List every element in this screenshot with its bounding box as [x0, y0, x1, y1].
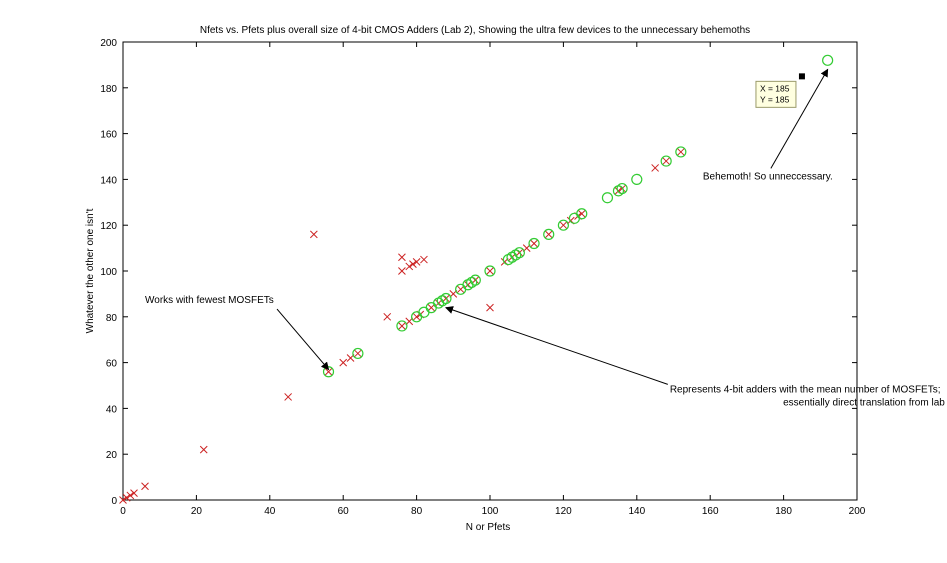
data-point-x	[354, 349, 362, 358]
data-point-circle	[502, 253, 514, 266]
x-tick-label: 160	[702, 506, 719, 517]
y-tick-label: 20	[106, 450, 118, 461]
data-point-circle	[675, 146, 687, 158]
y-tick-label: 120	[100, 221, 117, 232]
datatip-marker[interactable]	[798, 73, 805, 80]
y-tick-label: 40	[106, 404, 118, 415]
chart-title: Nfets vs. Pfets plus overall size of 4-b…	[200, 25, 750, 36]
data-point-circle	[601, 192, 614, 204]
x-tick-label: 120	[555, 506, 572, 517]
y-tick-label: 0	[111, 496, 117, 507]
data-point-x	[420, 255, 428, 264]
data-point-x	[398, 322, 406, 330]
series-x-markers	[119, 148, 685, 504]
data-point-circle	[396, 320, 408, 332]
data-point-circle	[528, 237, 540, 250]
data-point-x	[405, 262, 414, 271]
annotation: Behemoth! So unneccessary.	[703, 68, 833, 182]
y-tick-label: 160	[100, 130, 117, 141]
data-point-x	[651, 164, 660, 172]
data-point-x	[126, 491, 135, 500]
y-tick-label: 80	[106, 313, 118, 324]
annotation-arrow	[445, 306, 668, 385]
annotation-text: essentially direct translation from lab	[783, 397, 945, 408]
y-tick-label: 200	[100, 38, 117, 49]
data-point-circle	[440, 292, 452, 305]
x-axis: 0 20 40 60 80 100 120 140 160 180 200	[120, 42, 866, 517]
data-point-x	[530, 239, 538, 248]
x-tick-label: 100	[482, 506, 499, 517]
data-point-circle	[436, 295, 448, 307]
data-point-circle	[543, 228, 555, 240]
data-point-circle	[568, 212, 581, 224]
data-point-x	[486, 267, 494, 275]
data-point-x	[122, 493, 131, 502]
data-point-x	[398, 253, 406, 262]
y-tick-label: 180	[100, 84, 117, 95]
data-point-circle	[469, 274, 481, 286]
data-point-circle	[576, 208, 588, 220]
data-point-circle	[822, 54, 834, 66]
data-point-circle	[631, 173, 643, 185]
annotation: Works with fewest MOSFETs	[145, 295, 330, 371]
y-tick-label: 100	[100, 267, 117, 278]
x-tick-label: 200	[849, 506, 866, 517]
data-point-x	[559, 221, 568, 230]
x-axis-label: N or Pfets	[466, 522, 510, 533]
x-tick-label: 20	[191, 506, 203, 517]
x-tick-label: 80	[411, 506, 423, 517]
data-point-x	[309, 230, 318, 239]
annotation-arrow	[770, 68, 829, 169]
data-point-x	[339, 358, 348, 367]
data-point-x	[199, 445, 208, 454]
x-tick-label: 180	[775, 506, 792, 517]
data-point-circle	[352, 347, 364, 360]
data-point-x	[383, 312, 392, 321]
data-point-x	[486, 303, 494, 312]
data-point-circle	[466, 276, 478, 289]
annotation-text: Represents 4-bit adders with the mean nu…	[670, 384, 941, 395]
datatip-text: X = 185	[760, 83, 790, 93]
x-tick-label: 140	[628, 506, 645, 517]
data-point-x	[662, 157, 671, 165]
annotation-arrow	[276, 308, 330, 371]
data-point-circle	[510, 249, 522, 261]
data-point-circle	[557, 219, 570, 231]
data-point-circle	[660, 155, 672, 167]
data-point-x	[676, 148, 685, 156]
datatip-text: Y = 185	[760, 94, 790, 104]
y-axis-label: Whatever the other one isn't	[85, 208, 96, 333]
annotation-text: Works with fewest MOSFETs	[145, 295, 274, 306]
data-point-x	[284, 393, 293, 401]
y-tick-label: 60	[106, 359, 118, 370]
data-point-x	[130, 489, 138, 497]
y-tick-label: 140	[100, 175, 117, 186]
x-tick-label: 40	[264, 506, 276, 517]
data-point-circle	[616, 182, 628, 195]
data-point-x	[412, 257, 421, 266]
data-point-x	[409, 260, 417, 268]
data-point-x	[398, 267, 406, 275]
data-point-circle	[484, 265, 496, 277]
series-circle-markers	[322, 54, 834, 378]
annotation: Represents 4-bit adders with the mean nu…	[445, 306, 945, 408]
datatip-box	[755, 80, 797, 108]
data-point-circle	[418, 306, 430, 318]
data-point-x	[119, 496, 127, 504]
data-point-x	[544, 230, 553, 239]
annotations: Works with fewest MOSFETs Represents 4-bi…	[145, 68, 945, 408]
data-point-circle	[513, 247, 525, 259]
y-axis: 0 20 40 60 80 100 120 140 160 180 200	[100, 38, 857, 507]
data-point-x	[141, 482, 149, 491]
x-tick-label: 0	[120, 506, 126, 517]
x-tick-label: 60	[338, 506, 350, 517]
annotation-text: Behemoth! So unneccessary.	[703, 171, 833, 182]
